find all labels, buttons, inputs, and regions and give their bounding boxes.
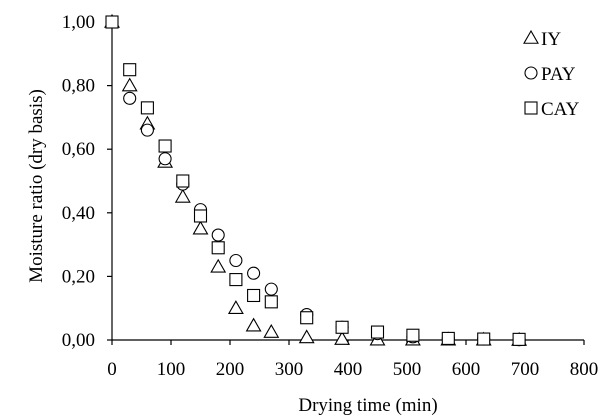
data-point-iy (121, 77, 138, 92)
data-point-cay (140, 101, 154, 115)
legend-label: PAY (541, 64, 576, 85)
data-point-cay (512, 332, 526, 346)
data-point-cay (300, 311, 314, 325)
data-point-pay (123, 91, 137, 105)
data-point-cay (105, 15, 119, 29)
data-point-cay (176, 174, 190, 188)
x-axis-title: Drying time (min) (298, 395, 437, 416)
data-point-cay (264, 295, 278, 309)
legend-label: CAY (541, 99, 580, 120)
x-tick-label: 400 (334, 359, 363, 380)
legend-marker-cay (524, 101, 538, 115)
x-tick-label: 700 (511, 359, 540, 380)
data-point-cay (211, 241, 225, 255)
x-tick-label: 300 (275, 359, 304, 380)
y-axis-title: Moisture ratio (dry basis) (26, 89, 47, 283)
y-tick-label: 0,40 (62, 203, 95, 224)
legend-label: IY (541, 29, 561, 50)
legend-marker-iy (523, 29, 539, 44)
data-point-cay (247, 288, 261, 303)
data-point-cay (335, 320, 349, 334)
data-point-iy (192, 220, 209, 235)
x-tick-label: 500 (393, 359, 422, 380)
data-point-pay (264, 282, 278, 296)
series-pay (105, 15, 526, 347)
legend-item-iy: IY (523, 29, 561, 50)
data-point-pay (247, 266, 261, 280)
data-point-cay (123, 63, 137, 77)
series-iy (104, 13, 528, 346)
data-point-cay (477, 332, 491, 346)
legend-item-cay: CAY (524, 99, 580, 120)
legend: IY PAY CAY (523, 29, 580, 120)
data-point-pay (229, 253, 243, 268)
y-tick-label: 0,00 (62, 330, 95, 351)
y-tick-label: 0,60 (62, 139, 95, 160)
series-cay (105, 15, 526, 346)
x-tick-label: 800 (570, 359, 599, 380)
data-marks (104, 13, 528, 347)
data-point-pay (211, 228, 225, 242)
x-tick-label: 0 (107, 359, 117, 380)
data-point-iy (174, 188, 191, 203)
y-tick-label: 0,80 (62, 76, 95, 97)
data-point-pay (140, 123, 154, 137)
data-point-iy (263, 323, 280, 338)
x-tick-label: 600 (452, 359, 481, 380)
data-point-cay (370, 325, 385, 339)
data-point-iy (334, 330, 351, 345)
data-point-cay (441, 331, 455, 345)
data-point-iy (245, 317, 262, 332)
data-point-cay (229, 273, 243, 287)
data-point-cay (193, 209, 208, 223)
data-point-iy (210, 258, 227, 273)
data-point-iy (227, 300, 244, 315)
y-ticks: 0,00 0,20 0,40 0,60 0,80 1,00 (62, 12, 112, 351)
data-point-pay (158, 152, 172, 166)
y-tick-label: 1,00 (62, 12, 95, 33)
data-point-iy (298, 329, 315, 344)
y-tick-label: 0,20 (62, 266, 95, 287)
x-ticks: 0 100 200 300 400 500 600 700 800 (107, 340, 598, 380)
legend-marker-pay (524, 66, 538, 80)
data-point-cay (406, 328, 420, 342)
x-tick-label: 100 (157, 359, 186, 380)
x-tick-label: 200 (216, 359, 245, 380)
legend-item-pay: PAY (524, 64, 576, 85)
data-point-cay (158, 139, 172, 153)
